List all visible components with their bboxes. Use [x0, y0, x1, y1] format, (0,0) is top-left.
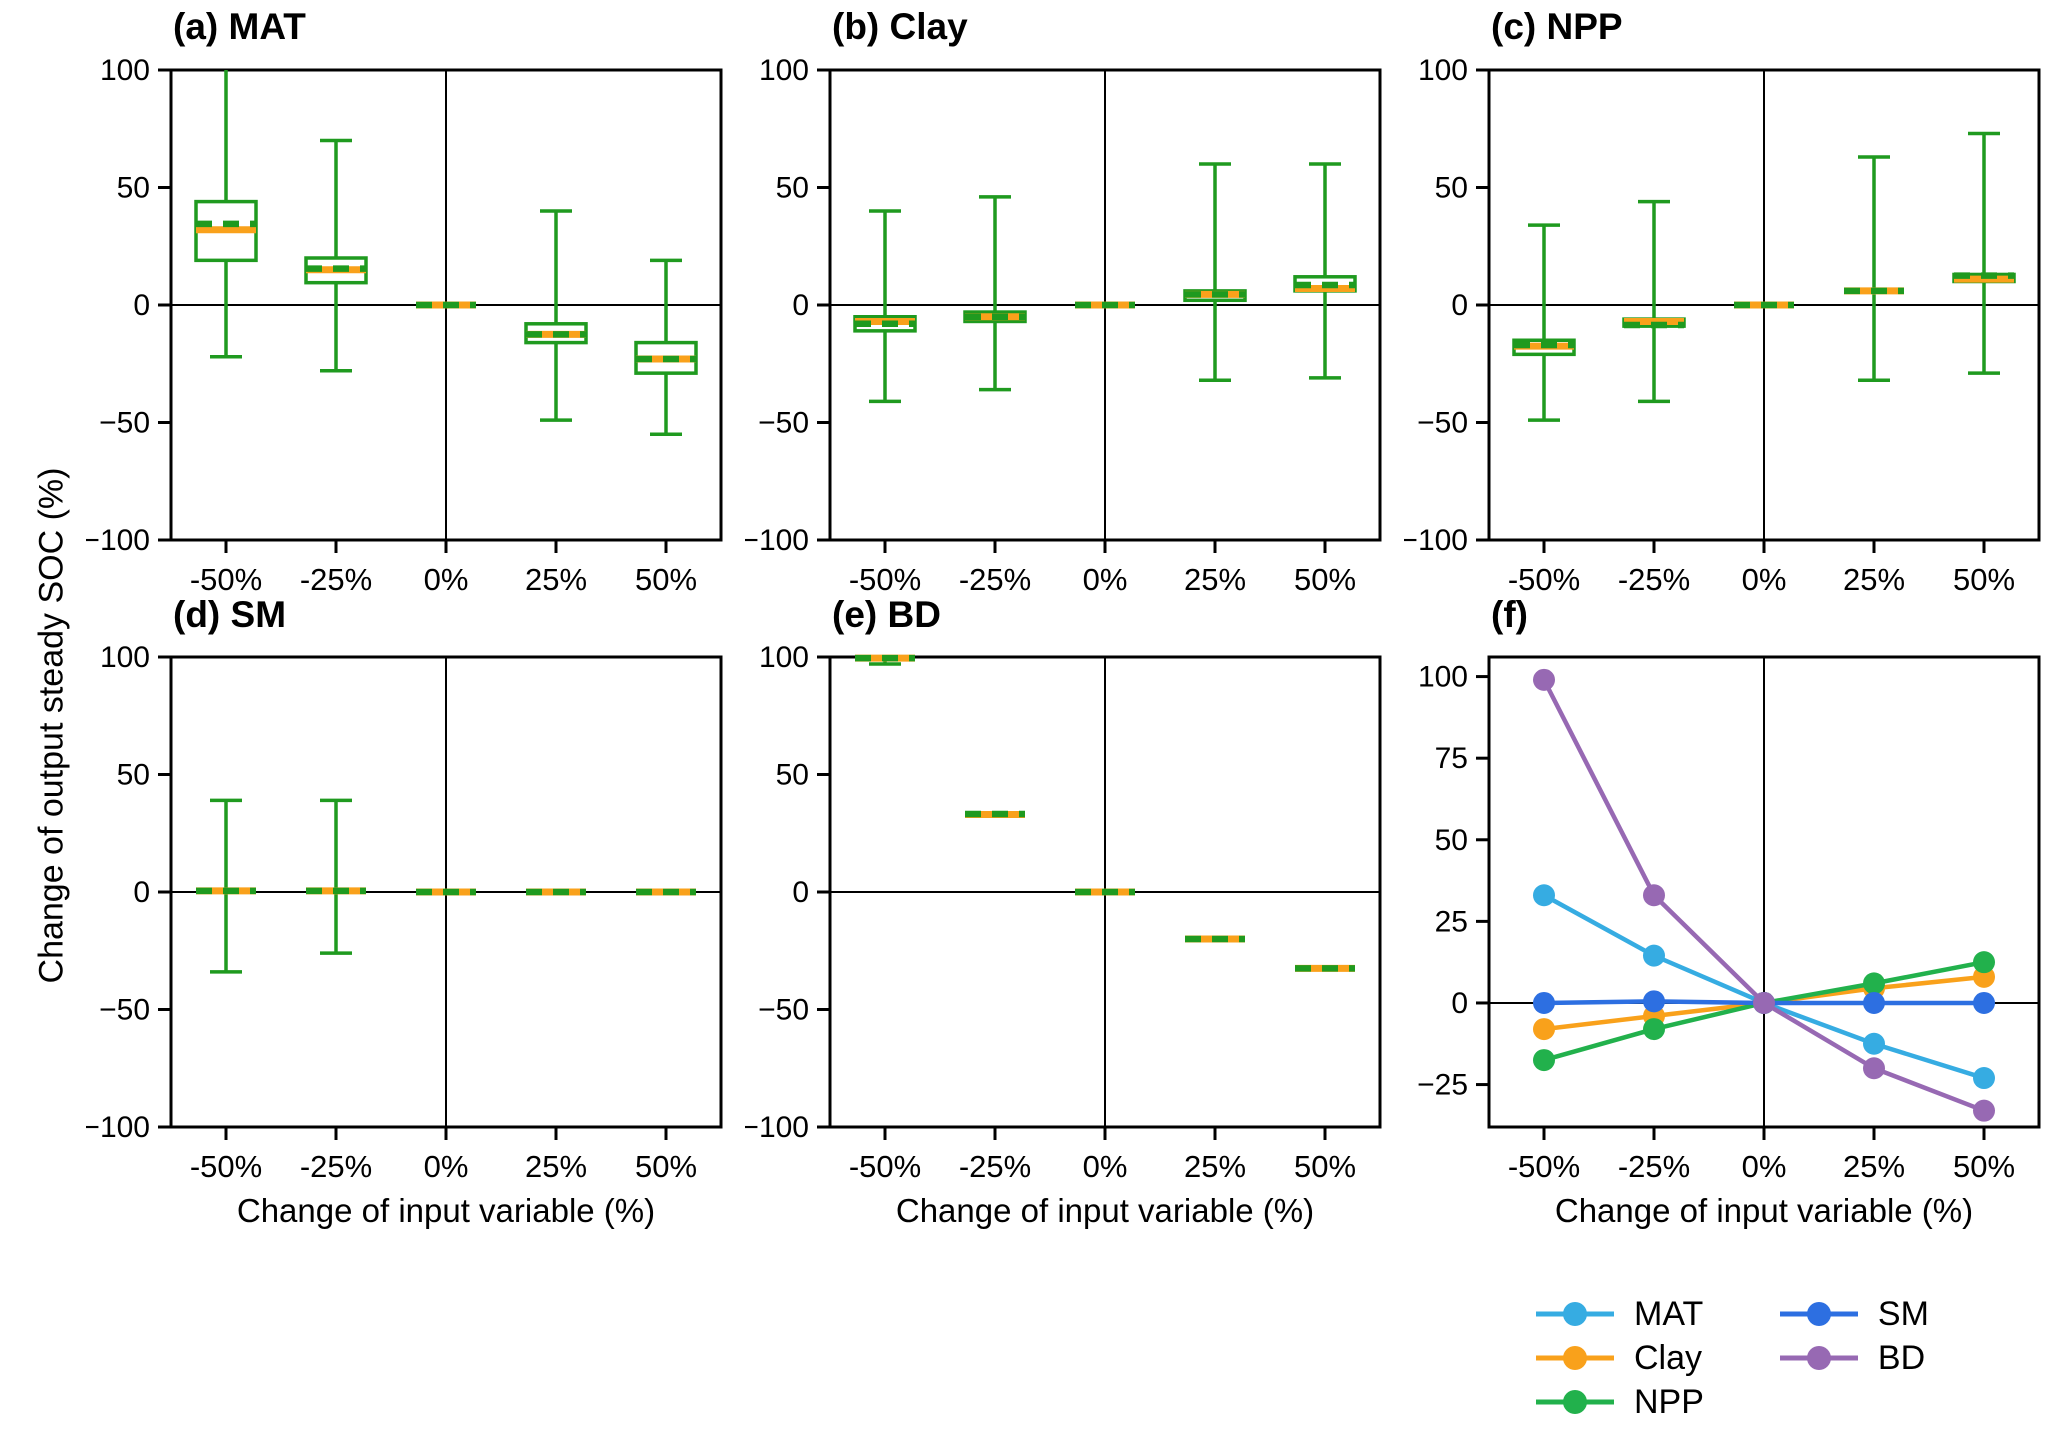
svg-text:−50: −50	[99, 994, 150, 1027]
svg-text:−100: −100	[745, 524, 809, 557]
legend: MAT Clay NPP SM BD	[1534, 1292, 1929, 1424]
svg-text:0%: 0%	[424, 562, 469, 597]
svg-text:-25%: -25%	[1618, 562, 1690, 597]
panel-f-chart: 100 75 50 25 0 −25 -50% -25% 0% 25% 50%	[1417, 655, 2041, 1184]
legend-label-bd: BD	[1877, 1339, 1926, 1377]
svg-text:-50%: -50%	[849, 1149, 921, 1184]
svg-text:100: 100	[1418, 661, 1468, 694]
svg-text:25: 25	[1435, 905, 1468, 938]
svg-text:75: 75	[1435, 742, 1468, 775]
panel-a-title: (a) MAT	[173, 6, 306, 47]
legend-item-npp: NPP	[1534, 1380, 1704, 1424]
legend-marker-npp-icon	[1536, 1390, 1614, 1414]
svg-text:25%: 25%	[525, 1149, 587, 1184]
svg-text:100: 100	[100, 58, 150, 87]
panel-a-chart: 100 50 0 −50 −100 -50% -25% 0% 25% 50%	[86, 58, 723, 597]
legend-item-bd: BD	[1778, 1336, 1929, 1380]
panel-e-chart: 100 50 0 −50 −100 -50% -25% 0% 25% 50%	[745, 645, 1382, 1184]
svg-text:25%: 25%	[1184, 562, 1246, 597]
svg-text:0: 0	[133, 876, 150, 909]
svg-text:0: 0	[792, 876, 809, 909]
svg-text:0%: 0%	[1083, 562, 1128, 597]
svg-text:100: 100	[1418, 58, 1468, 87]
svg-text:−25: −25	[1417, 1069, 1468, 1102]
x-axis-title-d: Change of input variable (%)	[236, 1192, 656, 1229]
svg-text:0%: 0%	[424, 1149, 469, 1184]
svg-text:50: 50	[776, 172, 809, 205]
svg-text:-50%: -50%	[190, 1149, 262, 1184]
legend-marker-clay-icon	[1536, 1346, 1614, 1370]
svg-text:−100: −100	[1404, 524, 1468, 557]
legend-marker-sm-icon	[1779, 1302, 1858, 1326]
legend-marker-bd-icon	[1779, 1346, 1858, 1370]
svg-text:50%: 50%	[1953, 562, 2015, 597]
panel-b-title: (b) Clay	[832, 6, 968, 47]
panel-b-chart: 100 50 0 −50 −100 -50% -25% 0% 25% 50%	[745, 58, 1382, 597]
svg-text:−100: −100	[86, 1111, 150, 1144]
svg-text:-25%: -25%	[959, 562, 1031, 597]
svg-text:50: 50	[117, 172, 150, 205]
svg-text:50: 50	[117, 759, 150, 792]
svg-text:50: 50	[1435, 172, 1468, 205]
svg-text:-25%: -25%	[300, 1149, 372, 1184]
svg-text:0%: 0%	[1083, 1149, 1128, 1184]
svg-text:25%: 25%	[1843, 1149, 1905, 1184]
legend-label-mat: MAT	[1634, 1295, 1704, 1333]
svg-text:−100: −100	[745, 1111, 809, 1144]
svg-text:50%: 50%	[635, 1149, 697, 1184]
legend-item-clay: Clay	[1534, 1336, 1704, 1380]
panel-c-title: (c) NPP	[1491, 6, 1623, 47]
svg-text:100: 100	[759, 645, 809, 674]
svg-text:-25%: -25%	[1618, 1149, 1690, 1184]
svg-text:25%: 25%	[1843, 562, 1905, 597]
svg-text:-50%: -50%	[1508, 1149, 1580, 1184]
svg-text:−100: −100	[86, 524, 150, 557]
svg-text:50: 50	[776, 759, 809, 792]
svg-text:50%: 50%	[635, 562, 697, 597]
svg-text:0: 0	[792, 289, 809, 322]
svg-text:50%: 50%	[1294, 1149, 1356, 1184]
legend-label-clay: Clay	[1634, 1339, 1703, 1377]
svg-text:-25%: -25%	[959, 1149, 1031, 1184]
svg-text:25%: 25%	[1184, 1149, 1246, 1184]
legend-label-sm: SM	[1877, 1295, 1929, 1333]
svg-text:−50: −50	[758, 994, 809, 1027]
svg-text:0: 0	[1451, 289, 1468, 322]
svg-text:-50%: -50%	[1508, 562, 1580, 597]
x-axis-title-f: Change of input variable (%)	[1554, 1192, 1974, 1229]
svg-text:−50: −50	[758, 407, 809, 440]
svg-text:25%: 25%	[525, 562, 587, 597]
svg-text:−50: −50	[1417, 407, 1468, 440]
panel-f-title: (f)	[1491, 594, 1528, 635]
svg-text:100: 100	[100, 645, 150, 674]
panel-e-title: (e) BD	[832, 594, 941, 635]
svg-text:-50%: -50%	[849, 562, 921, 597]
legend-item-mat: MAT	[1534, 1292, 1704, 1336]
panel-c-chart: 100 50 0 −50 −100 -50% -25% 0% 25% 50%	[1404, 58, 2041, 597]
svg-text:50%: 50%	[1294, 562, 1356, 597]
svg-text:100: 100	[759, 58, 809, 87]
legend-marker-mat-icon	[1536, 1302, 1614, 1326]
x-axis-title-e: Change of input variable (%)	[895, 1192, 1315, 1229]
svg-text:50%: 50%	[1953, 1149, 2015, 1184]
legend-label-npp: NPP	[1634, 1383, 1704, 1421]
panel-d-chart: 100 50 0 −50 −100 -50% -25% 0% 25% 50%	[86, 645, 723, 1184]
panel-d-title: (d) SM	[173, 594, 287, 635]
svg-text:0%: 0%	[1742, 562, 1787, 597]
y-axis-title: Change of output steady SOC (%)	[32, 467, 71, 984]
svg-text:50: 50	[1435, 824, 1468, 857]
svg-text:-25%: -25%	[300, 562, 372, 597]
svg-text:0: 0	[1451, 987, 1468, 1020]
svg-text:0: 0	[133, 289, 150, 322]
svg-text:-50%: -50%	[190, 562, 262, 597]
svg-text:−50: −50	[99, 407, 150, 440]
svg-text:0%: 0%	[1742, 1149, 1787, 1184]
legend-item-sm: SM	[1778, 1292, 1929, 1336]
